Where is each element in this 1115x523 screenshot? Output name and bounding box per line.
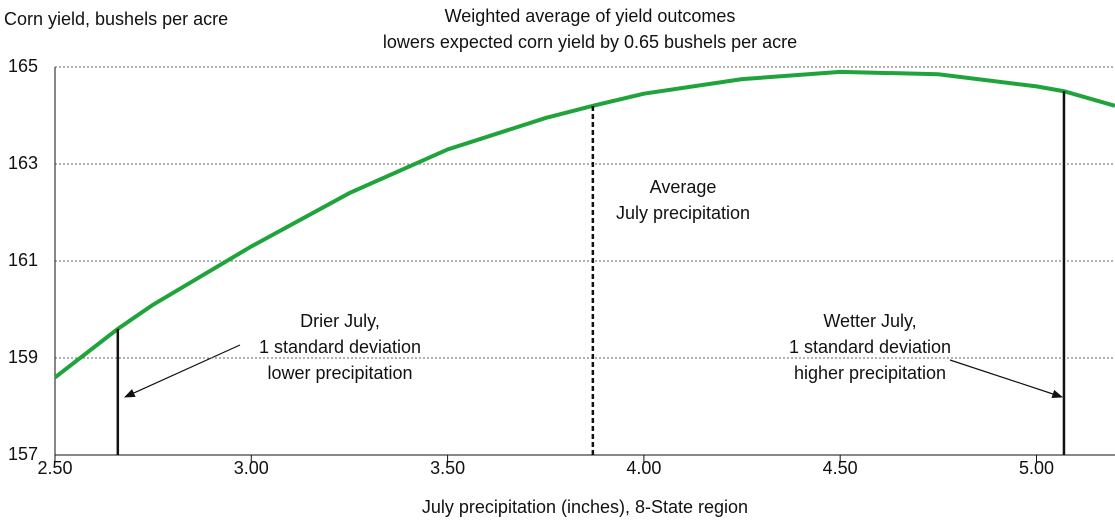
annotation: 1 standard deviation xyxy=(789,337,951,357)
annotation: Average xyxy=(650,177,717,197)
chart-title: lowers expected corn yield by 0.65 bushe… xyxy=(383,32,797,52)
y-tick-label: 161 xyxy=(8,250,38,270)
annotation: Drier July, xyxy=(300,311,380,331)
x-tick-label: 3.00 xyxy=(234,458,269,478)
annotation: Wetter July, xyxy=(823,311,916,331)
x-tick-label: 2.50 xyxy=(37,458,72,478)
x-axis-label: July precipitation (inches), 8-State reg… xyxy=(422,497,748,517)
chart-title: Weighted average of yield outcomes xyxy=(445,6,736,26)
x-tick-label: 4.00 xyxy=(626,458,661,478)
y-tick-label: 157 xyxy=(8,444,38,464)
arrow xyxy=(949,359,1064,399)
arrow xyxy=(124,344,241,398)
x-tick-label: 3.50 xyxy=(430,458,465,478)
y-tick-label: 165 xyxy=(8,56,38,76)
x-tick-label: 5.00 xyxy=(1019,458,1054,478)
annotation: 1 standard deviation xyxy=(259,337,421,357)
y-tick-label: 163 xyxy=(8,153,38,173)
y-axis-label: Corn yield, bushels per acre xyxy=(4,9,228,29)
annotation: July precipitation xyxy=(616,203,750,223)
curve xyxy=(53,69,1115,379)
y-tick-label: 159 xyxy=(8,347,38,367)
x-tick-label: 4.50 xyxy=(823,458,858,478)
annotation: higher precipitation xyxy=(794,363,946,383)
annotation: lower precipitation xyxy=(267,363,412,383)
